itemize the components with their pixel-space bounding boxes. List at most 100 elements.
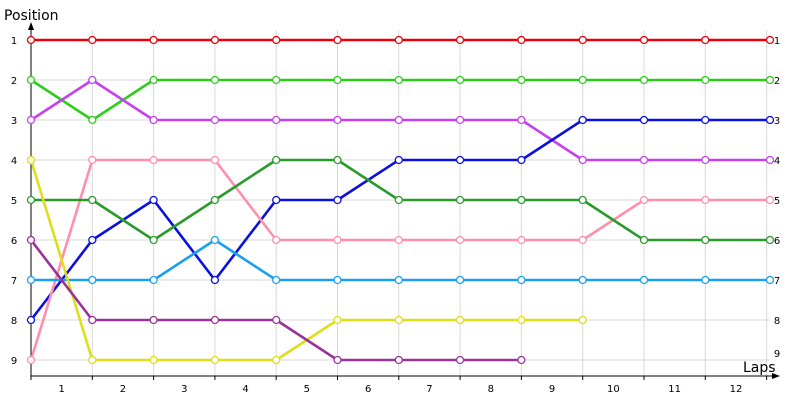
series-3-point [272, 115, 281, 125]
series-7-point [455, 275, 465, 285]
series-1-point [333, 35, 342, 45]
series-6-point [517, 195, 526, 205]
x-tick-label: 7 [426, 384, 432, 395]
series-9-point [272, 315, 281, 325]
series-4-point [578, 115, 587, 125]
series-3-point [26, 115, 36, 125]
y-tick-labels: 1 2 3 4 5 6 7 8 9 [11, 36, 17, 367]
series-3-point [88, 75, 97, 85]
series-5-point [394, 235, 403, 245]
x-tick-label: 8 [488, 384, 494, 395]
right-tick-label: 2 [774, 76, 780, 87]
series-1-point [517, 35, 526, 45]
series-8-point [333, 315, 342, 325]
y-tick-label: 1 [11, 36, 17, 47]
series-6-point [333, 155, 342, 165]
series-7-point [701, 275, 710, 285]
series-9-point [333, 355, 342, 365]
series-3-point [765, 155, 775, 165]
y-tick-label: 3 [11, 116, 17, 127]
series-6-point [639, 235, 649, 245]
series-7-point [210, 235, 220, 245]
series-5-point [455, 235, 465, 245]
series-3-point [701, 155, 710, 165]
right-tick-labels: 1 2 3 4 5 6 7 8 9 [774, 36, 780, 360]
series-1-point [701, 35, 710, 45]
series-8-point [394, 315, 403, 325]
series-3-point [394, 115, 403, 125]
series-5-point [272, 235, 281, 245]
x-tick-label: 9 [549, 384, 555, 395]
series-5-point [333, 235, 342, 245]
series-5-point [639, 195, 649, 205]
series-1-point [26, 35, 36, 45]
series-5-point [701, 195, 710, 205]
series-6-point [272, 155, 281, 165]
series-2-point [455, 75, 465, 85]
series-6-point [149, 235, 158, 245]
right-tick-label: 1 [774, 36, 780, 47]
series-3-point [149, 115, 158, 125]
series-7-point [26, 275, 36, 285]
series-8-point [149, 355, 158, 365]
series-2-point [639, 75, 649, 85]
series-8-point [578, 315, 587, 325]
series-7-point [765, 275, 775, 285]
series-8-point [88, 355, 97, 365]
series-5-point [578, 235, 587, 245]
series-4-point [701, 115, 710, 125]
series-4-point [333, 195, 342, 205]
series-6-point [26, 195, 36, 205]
series-5-point [517, 235, 526, 245]
series-2-point [701, 75, 710, 85]
series-1-point [210, 35, 220, 45]
series-1-point [455, 35, 465, 45]
series-1-point [149, 35, 158, 45]
series-1-point [765, 35, 775, 45]
series-2-point [272, 75, 281, 85]
series-2-point [517, 75, 526, 85]
series-4-point [639, 115, 649, 125]
series-1-point [394, 35, 403, 45]
series-9-point [210, 315, 220, 325]
series-2-point [394, 75, 403, 85]
y-tick-label: 2 [11, 76, 17, 87]
series-7-point [272, 275, 281, 285]
series-2-point [578, 75, 587, 85]
series-9-point [88, 315, 97, 325]
x-tick-label: 4 [242, 384, 248, 395]
series-9-point [149, 315, 158, 325]
series-1-point [578, 35, 587, 45]
series-7-point [333, 275, 342, 285]
series-6-point [210, 195, 220, 205]
series-4-point [210, 275, 220, 285]
x-tick-label: 1 [58, 384, 64, 395]
x-tick-label: 2 [120, 384, 126, 395]
series-2-point [210, 75, 220, 85]
series-line-8 [29, 159, 583, 362]
series-7-point [517, 275, 526, 285]
x-axis-arrow-icon [772, 373, 780, 379]
series-4-point [272, 195, 281, 205]
series-3-point [455, 115, 465, 125]
right-tick-label: 9 [774, 349, 780, 360]
series-3-point [333, 115, 342, 125]
series-6-point [578, 195, 587, 205]
right-tick-label: 5 [774, 196, 780, 207]
y-axis-arrow-icon [28, 22, 34, 30]
x-tick-label: 5 [304, 384, 310, 395]
series-6-point [88, 195, 97, 205]
series-9-point [394, 355, 403, 365]
series-7-point [88, 275, 97, 285]
series-3-point [578, 155, 587, 165]
y-tick-label: 5 [11, 196, 17, 207]
series-markers [26, 35, 775, 365]
y-tick-label: 8 [11, 316, 17, 327]
right-tick-label: 7 [774, 276, 780, 287]
y-axis-title: Position [4, 8, 59, 24]
series-5-point [149, 155, 158, 165]
x-tick-labels: 1 2 3 4 5 6 7 8 9 10 11 12 [58, 384, 742, 395]
series-4-point [149, 195, 158, 205]
series-line-7 [31, 238, 770, 282]
